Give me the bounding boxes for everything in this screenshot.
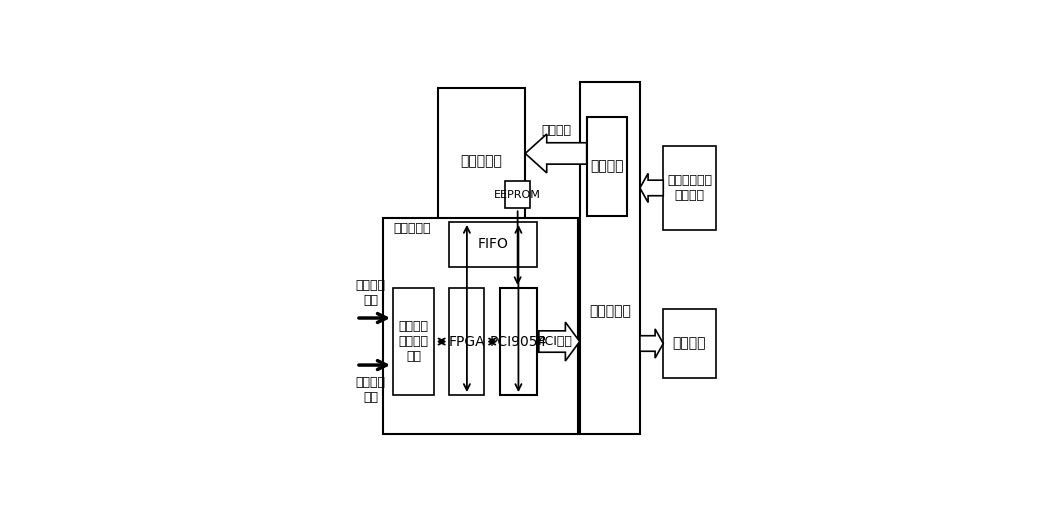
Text: PCI总线: PCI总线 — [538, 335, 573, 348]
Bar — [393, 288, 434, 395]
Text: 显示接口: 显示接口 — [591, 160, 624, 174]
Text: 雷达控制
脉冲: 雷达控制 脉冲 — [356, 279, 386, 307]
Text: EEPROM: EEPROM — [494, 190, 541, 200]
Text: 计算机系统: 计算机系统 — [589, 304, 630, 318]
Bar — [500, 288, 537, 395]
Text: 视频数据: 视频数据 — [541, 124, 571, 137]
Bar — [449, 288, 485, 395]
Bar — [449, 222, 537, 267]
Polygon shape — [640, 173, 664, 203]
Text: 数据采集板: 数据采集板 — [394, 223, 432, 235]
Bar — [664, 146, 716, 230]
Bar — [579, 82, 640, 434]
Text: 视频数据
采集接口
电路: 视频数据 采集接口 电路 — [398, 320, 428, 363]
Text: PCI9054: PCI9054 — [490, 334, 547, 348]
Polygon shape — [525, 134, 587, 173]
Polygon shape — [539, 322, 579, 361]
Text: FPGA: FPGA — [448, 334, 486, 348]
Text: 光栅显示器: 光栅显示器 — [461, 154, 502, 168]
Polygon shape — [640, 329, 664, 358]
Bar — [664, 310, 716, 378]
Text: FIFO: FIFO — [477, 237, 509, 251]
Text: 雷达视频
信号: 雷达视频 信号 — [356, 376, 386, 405]
Bar — [587, 117, 627, 216]
Text: 天控系统: 天控系统 — [673, 336, 706, 350]
Bar — [384, 218, 577, 434]
Bar — [505, 181, 530, 209]
Text: 外设（鼠标、
键盘等）: 外设（鼠标、 键盘等） — [667, 174, 712, 202]
Bar — [438, 88, 525, 234]
